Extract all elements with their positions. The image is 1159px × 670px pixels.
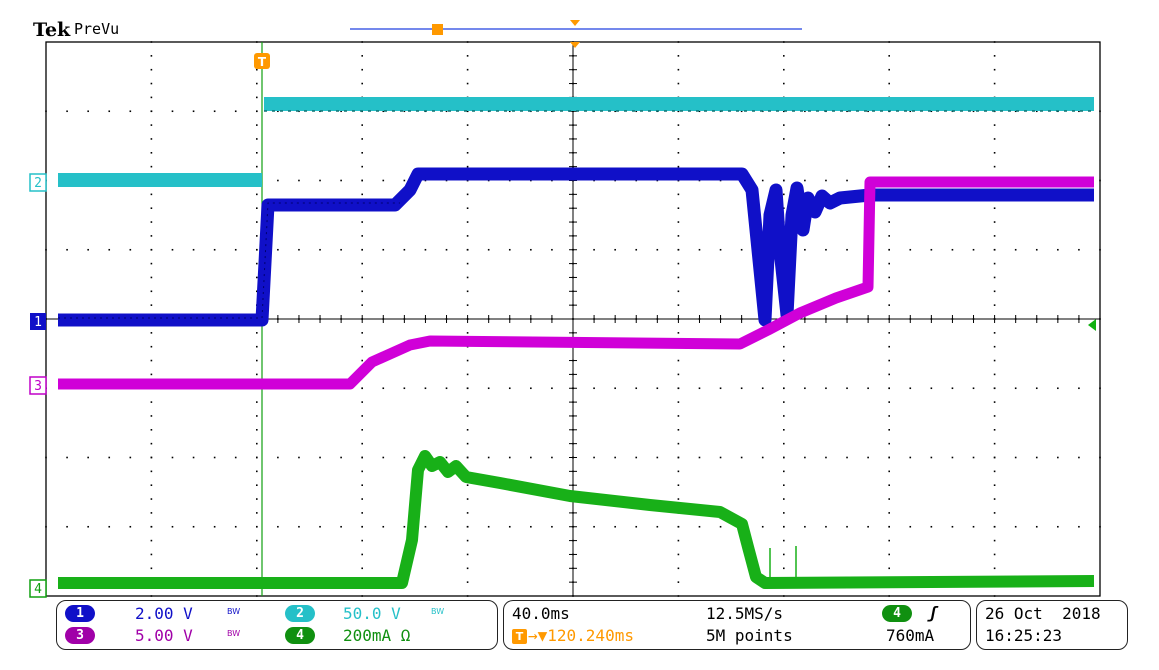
ch3-waveform (58, 176, 1094, 390)
trigger-level[interactable]: 760mA (886, 626, 935, 645)
horizontal-trigger-panel: 40.0ms 12.5MS/s 4 ʃ T →▼120.240ms 5M poi… (503, 600, 971, 650)
ch1-badge[interactable]: 1 (65, 605, 95, 622)
svg-text:2: 2 (34, 176, 42, 191)
record-length: 5M points (706, 626, 793, 645)
ch3-ground-marker[interactable]: 3 (29, 376, 47, 395)
ch1-scale[interactable]: 2.00 V (135, 604, 193, 623)
svg-text:T: T (258, 55, 267, 69)
ch1-waveform (58, 167, 1094, 327)
ch1-bandwidth-icon: BW (227, 607, 241, 616)
rising-edge-icon: ʃ (928, 603, 938, 622)
ch4-ground-marker[interactable]: 4 (29, 579, 47, 598)
ch2-bandwidth-icon: BW (431, 607, 445, 616)
trigger-level-marker (1088, 319, 1096, 331)
overview-center-marker (570, 20, 580, 26)
ch4-waveform (58, 450, 1095, 589)
ch2-ground-marker[interactable]: 2 (29, 173, 47, 192)
svg-text:1: 1 (34, 315, 42, 330)
time-display: 16:25:23 (985, 626, 1063, 645)
date-display: 26 Oct 2018 (985, 604, 1101, 623)
trigger-position[interactable]: →▼120.240ms (528, 626, 634, 645)
trigger-source-badge[interactable]: 4 (882, 605, 912, 622)
ch3-bandwidth-icon: BW (227, 629, 241, 638)
acquisition-mode: PreVu (74, 20, 120, 38)
overview-trigger-marker (432, 24, 443, 35)
ch1-ground-marker[interactable]: 1 (30, 313, 46, 330)
sample-rate: 12.5MS/s (706, 604, 784, 623)
channel-settings-panel: 1 2.00 V BW 2 50.0 V BW 3 5.00 V BW 4 20… (56, 600, 498, 650)
ch2-scale[interactable]: 50.0 V (343, 604, 401, 623)
ch3-badge[interactable]: 3 (65, 627, 95, 644)
svg-text:3: 3 (34, 379, 42, 394)
datetime-panel: 26 Oct 2018 16:25:23 (976, 600, 1128, 650)
svg-text:4: 4 (34, 582, 42, 597)
horizontal-position-marker (570, 42, 580, 48)
ch3-scale[interactable]: 5.00 V (135, 626, 193, 645)
trigger-position-icon: T (512, 629, 527, 644)
ch2-badge[interactable]: 2 (285, 605, 315, 622)
ch4-badge[interactable]: 4 (285, 627, 315, 644)
brand-logo: Tek (33, 19, 71, 41)
trigger-time-marker: T (254, 53, 270, 69)
ch2-waveform (58, 97, 1094, 187)
time-per-division[interactable]: 40.0ms (512, 604, 570, 623)
ch4-scale[interactable]: 200mA Ω (343, 626, 411, 645)
